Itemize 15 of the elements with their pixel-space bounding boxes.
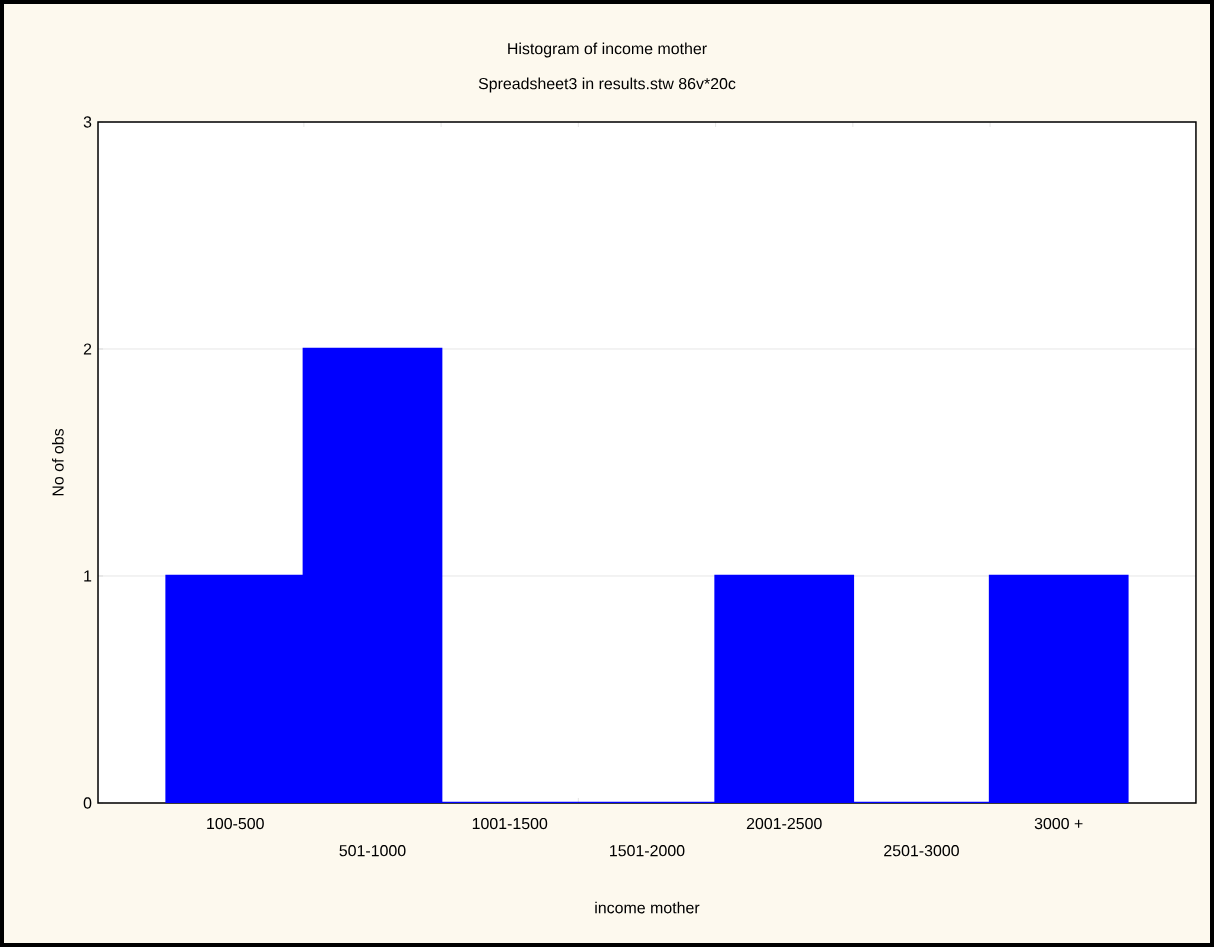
x-tick-label: 1001-1500 (472, 817, 548, 830)
x-tick-label: 100-500 (207, 817, 264, 830)
y-tick-label: 0 (83, 797, 92, 809)
y-axis-title: No of obs (52, 428, 64, 496)
x-axis-title: income mother (595, 901, 700, 914)
chart-title: Histogram of income mother (508, 42, 707, 58)
y-tick-label: 2 (83, 343, 92, 355)
x-tick-label: 501-1000 (339, 845, 406, 857)
chart-subtitle: Spreadsheet3 in results.stw 86v*20c (478, 77, 736, 93)
x-tick-label: 3000 + (1034, 817, 1083, 830)
x-tick-label: 2501-3000 (884, 845, 959, 857)
y-tick-label: 3 (83, 116, 92, 128)
y-tick-label: 1 (84, 570, 92, 582)
x-tick-label: 2001-2500 (746, 817, 822, 830)
x-tick-label: 1501-2000 (610, 845, 685, 857)
